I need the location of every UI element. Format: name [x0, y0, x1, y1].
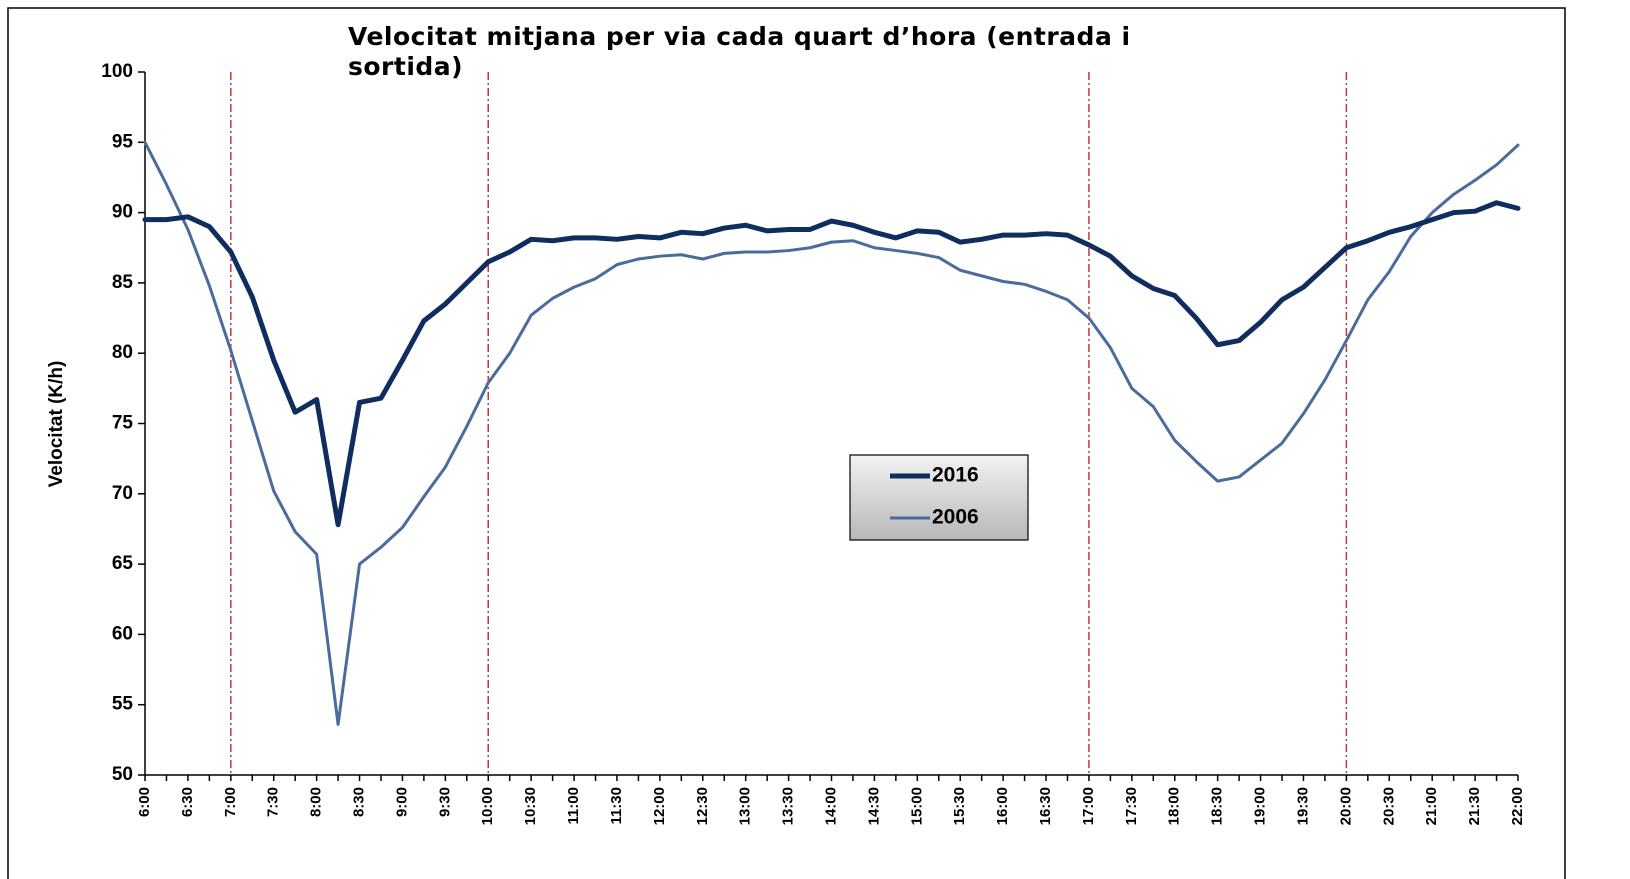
x-tick-label: 8:00 [308, 787, 325, 817]
y-tick-label: 75 [112, 413, 134, 434]
x-tick-label: 13:30 [780, 787, 797, 825]
x-tick-label: 14:30 [865, 787, 882, 825]
y-tick-label: 95 [112, 131, 134, 152]
x-tick-label: 9:30 [436, 787, 453, 817]
chart-title: Velocitat mitjana per via cada quart d’h… [348, 22, 1131, 81]
x-tick-label: 6:00 [136, 787, 153, 817]
x-tick-label: 20:30 [1380, 787, 1397, 825]
x-tick-label: 19:00 [1252, 787, 1269, 825]
x-tick-label: 14:00 [822, 787, 839, 825]
x-tick-label: 10:00 [479, 787, 496, 825]
x-tick-label: 12:00 [651, 787, 668, 825]
y-tick-label: 100 [101, 61, 133, 82]
x-tick-label: 11:00 [565, 787, 582, 825]
x-tick-label: 18:30 [1209, 787, 1226, 825]
legend-label: 2016 [932, 464, 979, 487]
y-tick-label: 70 [112, 483, 133, 504]
y-tick-label: 50 [112, 764, 133, 785]
y-axis-label: Velocitat (K/h) [46, 361, 67, 488]
x-tick-label: 21:30 [1466, 787, 1483, 825]
x-tick-label: 13:00 [737, 787, 754, 825]
x-tick-label: 17:00 [1080, 787, 1097, 825]
legend-label: 2006 [932, 506, 979, 529]
x-tick-label: 6:30 [179, 787, 196, 817]
x-tick-label: 7:00 [222, 787, 239, 817]
x-tick-label: 11:30 [608, 787, 625, 825]
y-tick-label: 65 [112, 553, 134, 574]
y-tick-label: 90 [112, 202, 133, 223]
x-tick-label: 15:30 [951, 787, 968, 825]
y-tick-label: 55 [112, 694, 134, 715]
y-tick-label: 60 [112, 623, 133, 644]
x-tick-label: 15:00 [908, 787, 925, 825]
x-tick-label: 18:00 [1166, 787, 1183, 825]
x-tick-label: 21:00 [1423, 787, 1440, 825]
frame [7, 7, 1566, 879]
x-tick-label: 16:00 [994, 787, 1011, 825]
x-tick-label: 12:30 [694, 787, 711, 825]
x-tick-label: 8:30 [351, 787, 368, 817]
series-line [142, 200, 1521, 528]
x-tick-label: 17:30 [1123, 787, 1140, 825]
x-tick-label: 16:30 [1037, 787, 1054, 825]
x-tick-label: 10:30 [522, 787, 539, 825]
x-tick-label: 20:00 [1337, 787, 1354, 825]
y-tick-label: 85 [112, 272, 134, 293]
series-line [143, 140, 1520, 726]
x-tick-label: 7:30 [265, 787, 282, 817]
legend-box [849, 454, 1029, 541]
x-tick-label: 9:00 [393, 787, 410, 817]
x-tick-label: 22:00 [1509, 787, 1526, 825]
y-tick-label: 80 [112, 342, 133, 363]
x-tick-label: 19:30 [1294, 787, 1311, 825]
